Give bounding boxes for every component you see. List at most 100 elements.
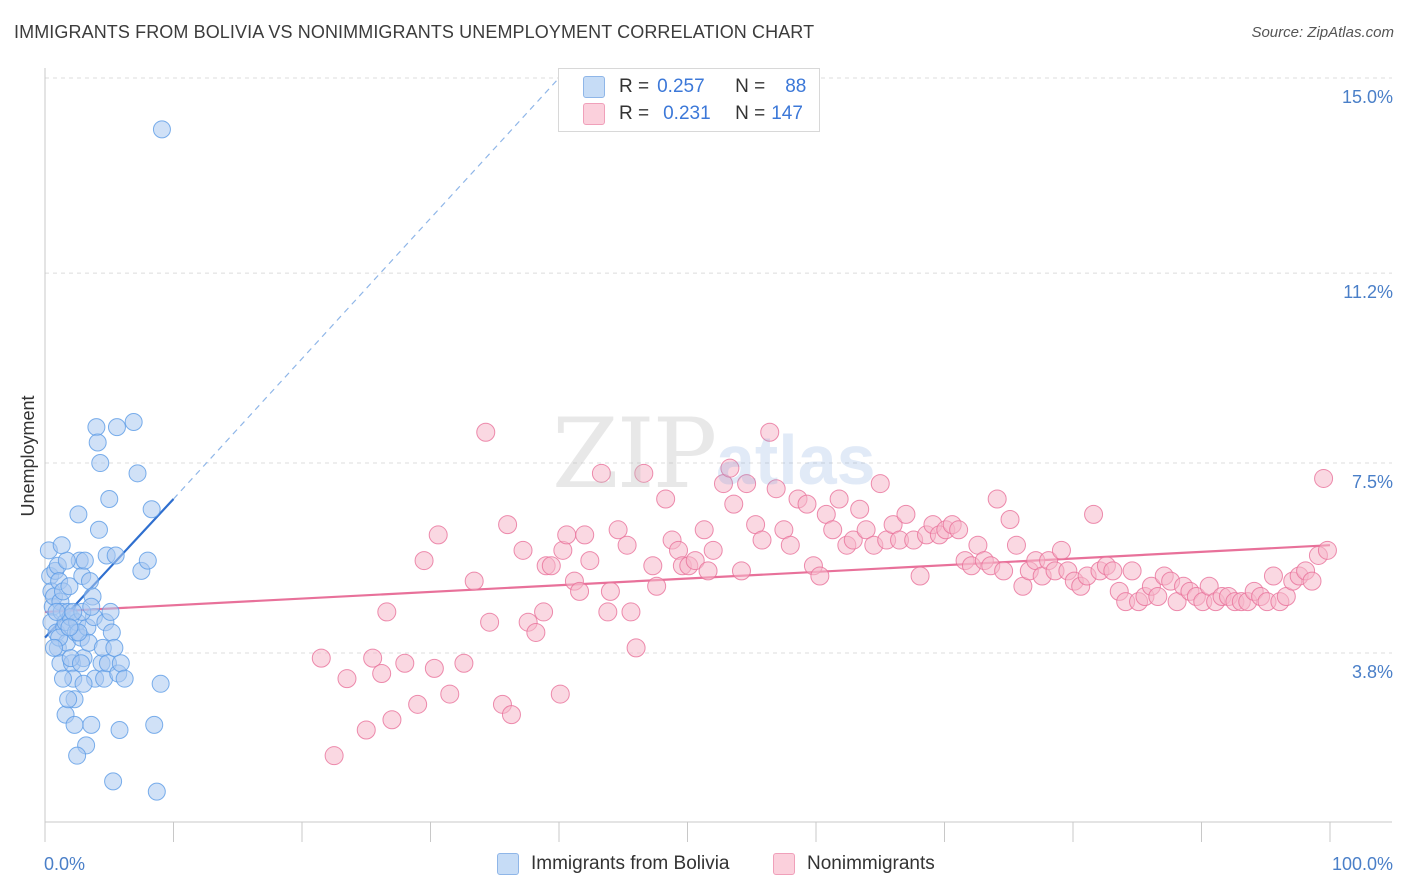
point-nonimmigrants-7 — [382, 710, 402, 730]
point-nonimmigrants-60 — [760, 422, 780, 442]
point-bolivia-73 — [124, 412, 143, 431]
point-nonimmigrants-82 — [910, 566, 930, 586]
point-nonimmigrants-14 — [454, 653, 474, 673]
point-nonimmigrants-3 — [356, 720, 376, 740]
legend-row-bolivia: R = 0.257 N = 88 — [583, 74, 806, 100]
point-nonimmigrants-11 — [424, 658, 444, 678]
watermark-atlas: atlas — [716, 421, 876, 499]
point-bolivia-72 — [115, 669, 134, 688]
point-bolivia-86 — [82, 597, 101, 616]
point-bolivia-65 — [65, 715, 84, 734]
point-bolivia-69 — [57, 551, 76, 570]
point-nonimmigrants-63 — [780, 535, 800, 555]
point-bolivia-82 — [52, 536, 71, 555]
watermark-zip: ZIP — [552, 398, 717, 510]
point-bolivia-78 — [145, 715, 164, 734]
trendline-bolivia-extended — [173, 77, 560, 500]
point-bolivia-41 — [88, 433, 107, 452]
point-bolivia-79 — [147, 782, 166, 801]
point-bolivia-70 — [64, 602, 83, 621]
point-bolivia-80 — [151, 674, 170, 693]
y-axis-title: Unemployment — [18, 395, 38, 516]
point-nonimmigrants-74 — [856, 520, 876, 540]
point-bolivia-54 — [105, 638, 124, 657]
point-bolivia-43 — [91, 454, 110, 473]
point-nonimmigrants-65 — [797, 494, 817, 514]
point-bolivia-63 — [59, 690, 78, 709]
point-bolivia-83 — [44, 638, 63, 657]
point-nonimmigrants-19 — [498, 515, 518, 535]
legend-r-value: 0.231 — [663, 103, 711, 124]
point-bolivia-42 — [89, 520, 108, 539]
trendlines — [44, 77, 1331, 639]
trendline-nonimmigrants — [44, 544, 1331, 614]
point-nonimmigrants-38 — [617, 535, 637, 555]
point-nonimmigrants-9 — [408, 694, 428, 714]
point-bolivia-84 — [60, 618, 79, 637]
point-bolivia-71 — [74, 674, 93, 693]
bottom-legend-swatch-bolivia — [497, 853, 519, 875]
point-bolivia-61 — [53, 669, 72, 688]
point-nonimmigrants-36 — [598, 602, 618, 622]
point-nonimmigrants-16 — [476, 422, 496, 442]
point-nonimmigrants-56 — [731, 561, 751, 581]
point-nonimmigrants-41 — [634, 463, 654, 483]
y-tick-label-2: 11.2% — [1343, 282, 1393, 302]
point-bolivia-19 — [60, 577, 79, 596]
point-bolivia-68 — [47, 602, 66, 621]
point-nonimmigrants-59 — [752, 530, 772, 550]
point-nonimmigrants-72 — [843, 530, 863, 550]
bottom-legend-label-bolivia: Immigrants from Bolivia — [531, 853, 730, 874]
point-bolivia-40 — [87, 418, 106, 437]
point-bolivia-26 — [69, 505, 88, 524]
bottom-legend-swatch-nonimmigrants — [773, 853, 795, 875]
point-nonimmigrants-12 — [428, 525, 448, 545]
legend-n-key: N = — [735, 76, 766, 97]
bottom-legend-nonimmigrants: Nonimmigrants — [773, 851, 935, 877]
point-nonimmigrants-6 — [377, 602, 397, 622]
point-nonimmigrants-32 — [575, 525, 595, 545]
point-nonimmigrants-137 — [1263, 566, 1283, 586]
legend-row-nonimmigrants: R = 0.231 N = 147 — [583, 101, 803, 127]
legend-n-key: N = — [735, 103, 766, 124]
point-nonimmigrants-34 — [591, 463, 611, 483]
point-nonimmigrants-146 — [1317, 540, 1337, 560]
correlation-legend: R = 0.257 N = 88 R = 0.231 N = 147 — [558, 68, 820, 132]
point-nonimmigrants-23 — [526, 622, 546, 642]
y-tick-label-1: 7.5% — [1352, 472, 1393, 492]
legend-r-key: R = — [619, 103, 650, 124]
point-nonimmigrants-17 — [480, 612, 500, 632]
point-bolivia-56 — [107, 418, 126, 437]
point-nonimmigrants-51 — [698, 561, 718, 581]
point-bolivia-50 — [100, 489, 119, 508]
point-nonimmigrants-88 — [949, 520, 969, 540]
point-nonimmigrants-29 — [557, 525, 577, 545]
point-nonimmigrants-44 — [656, 489, 676, 509]
point-nonimmigrants-112 — [1103, 561, 1123, 581]
point-nonimmigrants-43 — [647, 576, 667, 596]
point-nonimmigrants-39 — [621, 602, 641, 622]
point-bolivia-52 — [102, 623, 121, 642]
point-bolivia-58 — [110, 721, 129, 740]
x-tick-label-1: 100.0% — [1332, 854, 1393, 874]
point-nonimmigrants-50 — [694, 520, 714, 540]
point-nonimmigrants-95 — [994, 561, 1014, 581]
point-bolivia-87 — [152, 120, 171, 139]
legend-n-value: 147 — [771, 103, 803, 124]
point-bolivia-85 — [71, 654, 90, 673]
point-nonimmigrants-69 — [823, 520, 843, 540]
point-bolivia-81 — [68, 746, 87, 765]
point-nonimmigrants-70 — [829, 489, 849, 509]
point-nonimmigrants-96 — [1000, 510, 1020, 530]
tick-labels: 3.8% 7.5% 11.2% 15.0% 0.0% 100.0% — [44, 87, 1393, 874]
legend-r-value: 0.257 — [657, 76, 705, 97]
point-nonimmigrants-54 — [720, 458, 740, 478]
gridlines — [45, 77, 1392, 654]
point-nonimmigrants-42 — [643, 556, 663, 576]
point-nonimmigrants-2 — [337, 669, 357, 689]
point-bolivia-55 — [106, 546, 125, 565]
point-nonimmigrants-26 — [541, 556, 561, 576]
point-nonimmigrants-8 — [395, 653, 415, 673]
point-bolivia-51 — [101, 602, 120, 621]
point-nonimmigrants-143 — [1302, 571, 1322, 591]
